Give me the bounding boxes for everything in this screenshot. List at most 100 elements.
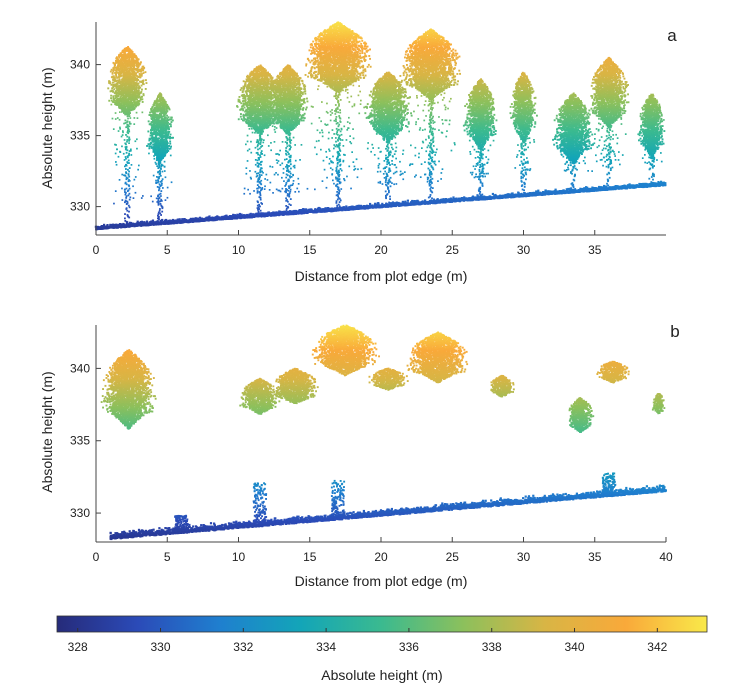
a-crown-point — [118, 69, 121, 71]
a-branch-point — [153, 157, 156, 160]
a-crown-point — [126, 72, 129, 75]
a-crown-point — [126, 115, 129, 118]
a-crown-point — [124, 94, 127, 96]
a-ground-point — [294, 209, 298, 213]
a-crown-point — [139, 76, 142, 78]
a-crown-point — [138, 95, 141, 98]
a-ground-point — [549, 192, 552, 195]
a-crown-point — [114, 84, 117, 87]
a-branch-point — [156, 176, 158, 178]
a-ground-point — [386, 205, 390, 208]
a-ground-point — [236, 213, 239, 216]
a-ground-point — [139, 222, 142, 225]
a-branch-point — [129, 117, 132, 119]
a-ground-point — [424, 199, 427, 202]
a-crown-point — [116, 76, 118, 79]
a-ground-point — [370, 206, 373, 209]
a-trunk-point — [127, 159, 130, 162]
a-ground-point — [232, 213, 235, 216]
a-ground-point — [238, 214, 241, 217]
a-trunk-point — [128, 192, 131, 195]
a-crown-point — [122, 57, 125, 60]
a-crown-point — [123, 50, 125, 53]
a-crown-point — [117, 72, 120, 75]
a-trunk-point — [160, 204, 163, 207]
a-trunk-point — [128, 223, 131, 226]
a-crown-point — [125, 48, 128, 51]
a-crown-point — [129, 87, 132, 89]
a-crown-point — [114, 91, 117, 94]
a-branch-point — [124, 174, 126, 177]
a-crown-point — [130, 79, 133, 82]
a-trunk-point — [127, 184, 130, 187]
a-crown-point — [120, 81, 123, 84]
a-crown-point — [121, 78, 124, 81]
a-crown-point — [127, 62, 130, 65]
a-ground-point — [452, 196, 455, 199]
a-trunk-point — [124, 156, 127, 158]
a-trunk-point — [124, 213, 126, 215]
a-branch-point — [155, 179, 157, 182]
a-crown-point — [119, 52, 122, 55]
a-trunk-point — [158, 189, 160, 192]
a-crown-point — [125, 81, 128, 84]
a-ground-point — [565, 188, 568, 191]
a-crown-point — [110, 94, 113, 97]
a-ground-point — [554, 189, 557, 192]
a-crown-point — [126, 70, 128, 73]
a-crown-point — [136, 75, 139, 78]
a-ground-point — [145, 220, 149, 223]
a-ground-point — [243, 214, 246, 217]
a-crown-point — [131, 60, 133, 63]
a-trunk-point — [157, 213, 160, 215]
a-branch-point — [121, 199, 124, 201]
a-ground-point — [293, 209, 296, 213]
a-ground-point — [274, 211, 277, 214]
a-crown-point — [132, 88, 135, 90]
a-crown-point — [119, 100, 122, 103]
a-trunk-point — [125, 151, 128, 154]
a-ground-point — [366, 206, 369, 209]
a-branch-point — [159, 167, 162, 170]
a-crown-point — [131, 106, 133, 109]
a-crown-point — [125, 79, 127, 82]
a-crown-point — [137, 100, 140, 102]
a-trunk-point — [124, 220, 127, 222]
a-ground-point — [499, 194, 502, 197]
a-ground-point — [411, 200, 414, 203]
a-crown-point — [130, 94, 133, 97]
a-crown-point — [127, 107, 130, 110]
a-crown-point — [112, 84, 115, 86]
a-crown-point — [134, 73, 137, 76]
a-branch-point — [118, 118, 121, 121]
a-crown-point — [122, 69, 124, 72]
a-branch-point — [123, 159, 126, 161]
a-crown-point — [133, 90, 136, 92]
a-crown-point — [132, 81, 135, 84]
a-crown-point — [132, 94, 135, 97]
a-branch-point — [140, 197, 143, 199]
a-crown-point — [128, 55, 131, 58]
a-trunk-point — [124, 181, 127, 184]
a-crown-point — [112, 67, 115, 69]
a-trunk-point — [127, 127, 129, 129]
a-branch-point — [121, 145, 123, 148]
a-trunk-point — [128, 167, 131, 169]
a-branch-point — [160, 195, 162, 197]
a-trunk-point — [159, 174, 162, 177]
a-ground-point — [223, 215, 226, 218]
a-branch-point — [162, 164, 164, 167]
a-crown-point — [117, 97, 119, 100]
a-branch-point — [163, 160, 166, 163]
a-crown-point — [111, 72, 114, 75]
a-ground-point — [224, 217, 227, 221]
a-branch-point — [161, 170, 164, 173]
a-crown-point — [119, 82, 121, 84]
a-crown-point — [132, 69, 134, 72]
a-branch-point — [130, 164, 133, 166]
a-branch-point — [122, 130, 124, 132]
a-trunk-point — [160, 220, 162, 223]
a-crown-point — [123, 52, 126, 55]
a-ground-point — [471, 196, 474, 199]
